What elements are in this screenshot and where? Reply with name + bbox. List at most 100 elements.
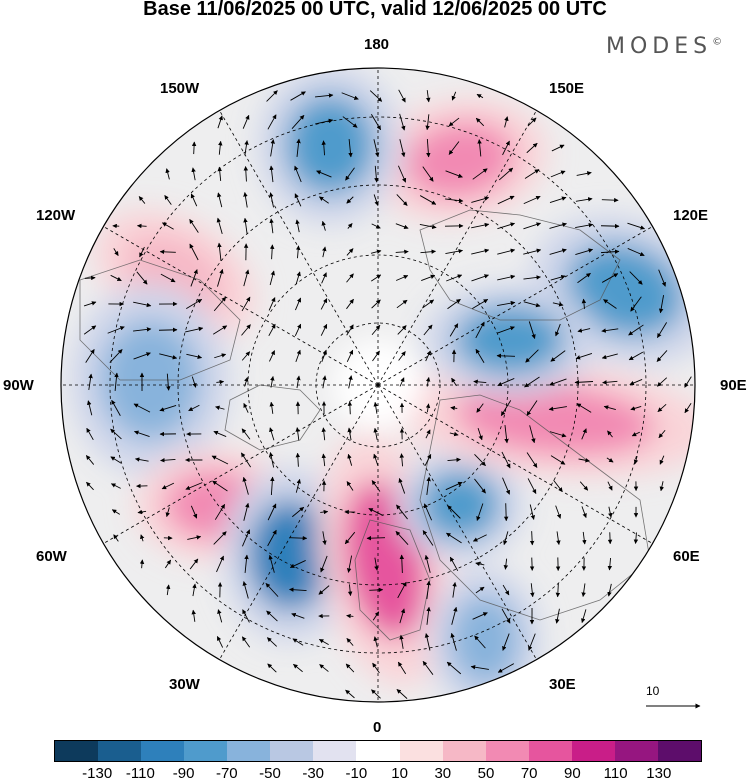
wind-vector: [503, 503, 509, 522]
wind-vector: [497, 300, 516, 307]
high-siberia: [455, 384, 655, 456]
wind-vector: [502, 584, 510, 596]
wind-vector: [165, 168, 170, 180]
wind-vector: [629, 271, 643, 285]
colorbar-tick-label: 70: [520, 765, 538, 782]
wind-vector: [472, 298, 489, 310]
wind-vector: [348, 375, 353, 389]
wind-vector: [426, 580, 431, 599]
wind-vector: [266, 610, 278, 622]
wind-vector: [658, 429, 666, 439]
wind-vector: [159, 404, 177, 412]
wind-vector: [396, 299, 408, 309]
wind-vector: [217, 268, 224, 287]
wind-vector: [294, 165, 302, 183]
wind-vector: [137, 509, 147, 515]
colorbar-swatch: [356, 741, 400, 761]
wind-vector: [419, 195, 437, 205]
wind-vector: [295, 271, 301, 285]
wind-vector: [295, 349, 301, 363]
wind-vector: [189, 243, 199, 261]
wind-vector: [320, 509, 329, 515]
wind-vector: [347, 223, 353, 229]
wind-vector: [445, 248, 464, 254]
wind-vector: [447, 505, 461, 519]
wind-vector: [419, 223, 437, 230]
colorbar-tick-label: 50: [477, 765, 495, 782]
wind-vector: [445, 170, 463, 178]
wind-vector: [133, 301, 152, 308]
wind-vector: [503, 558, 509, 570]
wind-vector: [576, 403, 592, 413]
colorbar-tick-label: -70: [215, 765, 238, 782]
latitude-circle: [247, 254, 509, 516]
wind-vector: [320, 298, 328, 310]
wind-vector: [549, 431, 567, 438]
wind-vector: [371, 223, 381, 229]
wind-vector: [497, 663, 515, 673]
wind-vector: [241, 324, 251, 336]
wind-vector: [445, 481, 463, 491]
wind-vector: [269, 165, 274, 183]
wind-vector: [345, 663, 355, 673]
wind-vector: [136, 271, 148, 285]
wind-vector: [373, 139, 380, 158]
low-mongolia: [455, 305, 565, 375]
wind-vector: [608, 506, 613, 518]
wind-vector: [216, 555, 224, 573]
wind-vector: [397, 661, 407, 675]
wind-vector: [344, 531, 356, 545]
wind-vector: [575, 353, 593, 360]
wind-vector: [424, 554, 431, 573]
wind-vector: [295, 427, 300, 441]
wind-vector: [658, 295, 665, 314]
wind-vector: [606, 457, 614, 463]
wind-vector: [656, 350, 668, 362]
wind-vector: [475, 586, 485, 594]
wind-vector: [85, 455, 95, 465]
wind-vector: [633, 455, 639, 465]
colorbar-swatch: [184, 741, 228, 761]
wind-vector: [504, 425, 509, 444]
wind-vector: [602, 380, 618, 385]
wind-vector: [295, 478, 301, 493]
wind-vector: [216, 636, 224, 648]
wind-vector: [315, 118, 334, 125]
wind-vector: [497, 222, 516, 230]
wind-vector: [659, 481, 665, 492]
wind-vector: [529, 425, 536, 444]
colorbar-tick-label: -90: [172, 765, 195, 782]
wind-vector: [395, 531, 409, 545]
wind-vector: [445, 198, 464, 203]
label-120e: 120E: [673, 207, 709, 224]
wind-vector: [658, 269, 666, 287]
wind-vector: [603, 405, 616, 411]
colorbar-swatch: [141, 741, 185, 761]
wind-vector: [474, 635, 486, 649]
wind-vector: [396, 504, 408, 520]
wind-vector: [426, 138, 431, 158]
wind-vector: [159, 353, 178, 360]
wind-vector: [294, 193, 302, 207]
wind-vector: [528, 321, 536, 339]
wind-vector: [600, 249, 620, 254]
wind-vector: [476, 93, 484, 99]
wind-vector: [656, 377, 668, 387]
wind-vector: [549, 222, 567, 229]
wind-vector: [659, 455, 665, 465]
wind-vector: [579, 481, 589, 491]
wind-vector: [475, 348, 485, 364]
wind-vector: [528, 633, 536, 651]
wind-vector: [296, 138, 301, 157]
wind-vector: [242, 609, 250, 623]
wind-vector: [425, 377, 431, 387]
meridian-line: [103, 384, 379, 544]
wind-vector: [346, 324, 354, 336]
wind-vector: [243, 402, 249, 413]
low-scandinavia: [420, 470, 500, 540]
colorbar-swatch: [614, 741, 658, 761]
wind-vector: [581, 609, 587, 624]
wind-vector: [502, 477, 510, 495]
wind-vector: [601, 273, 619, 283]
wind-vector: [189, 218, 199, 233]
